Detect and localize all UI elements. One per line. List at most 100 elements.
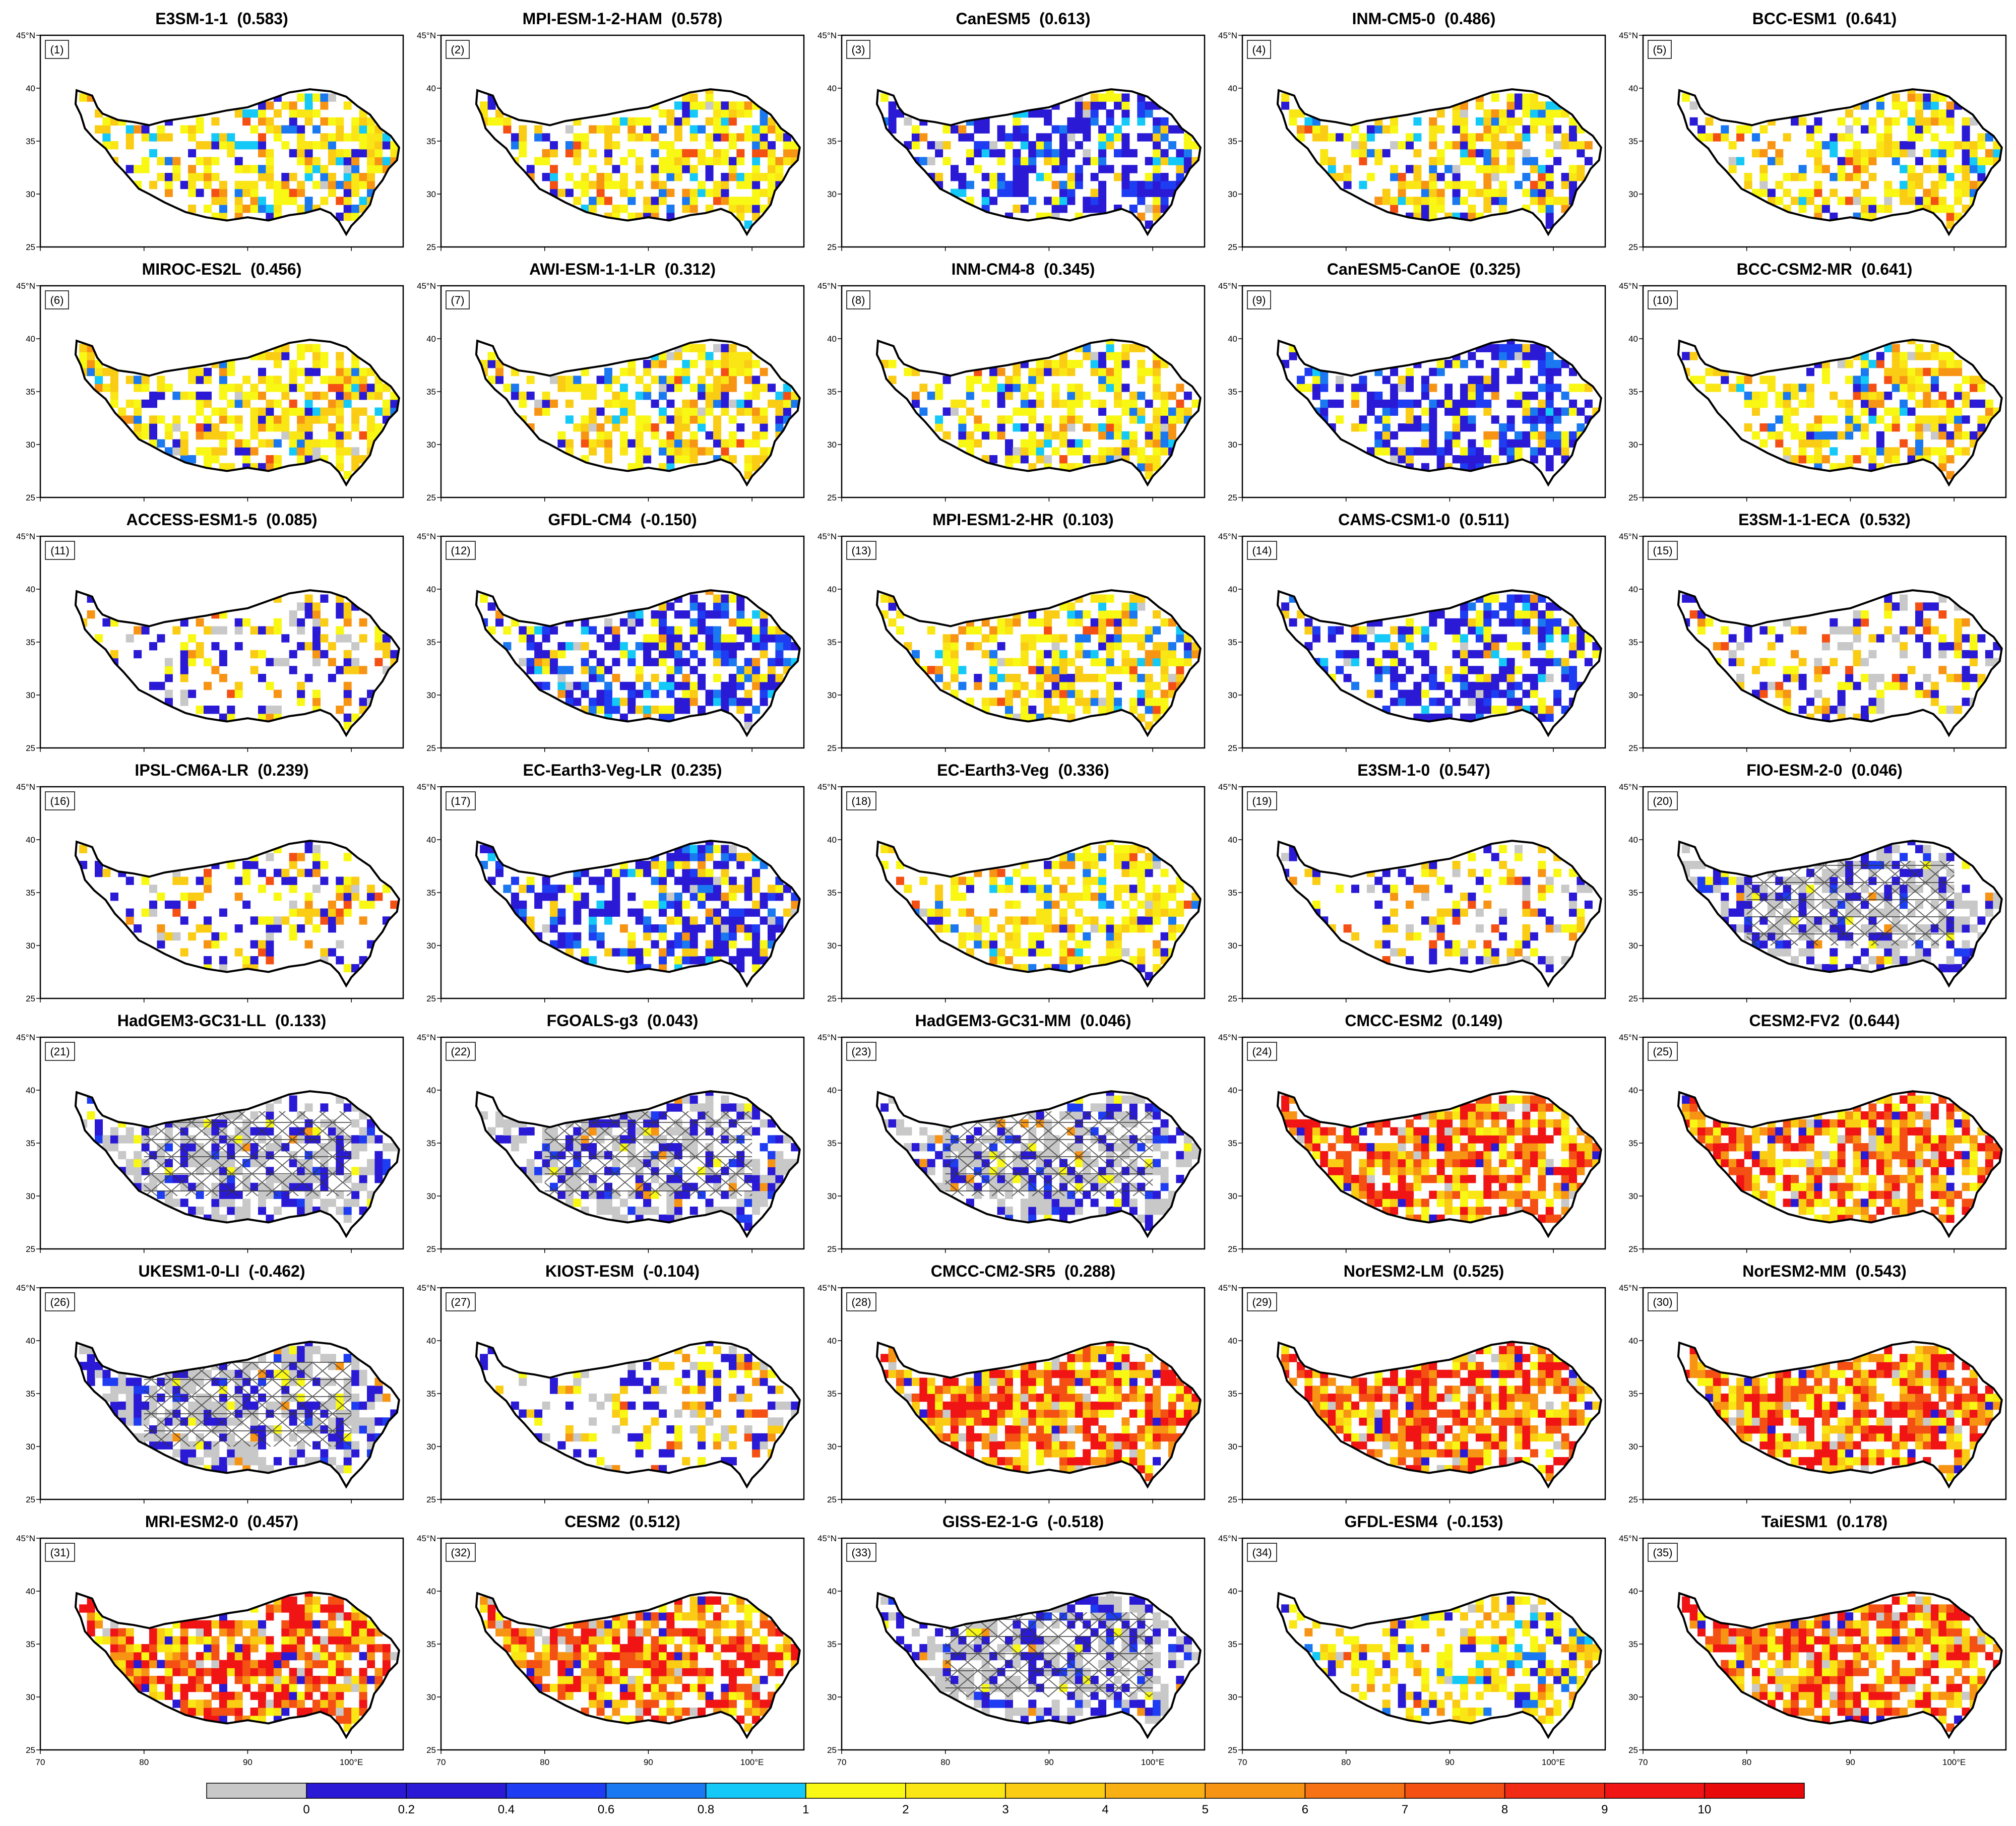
grid-cell	[1900, 650, 1908, 659]
grid-cell	[495, 375, 503, 384]
grid-cell	[1522, 399, 1531, 408]
grid-cell	[627, 868, 636, 877]
grid-cell	[1491, 706, 1499, 714]
grid-cell	[689, 594, 698, 603]
grid-cell	[180, 666, 188, 674]
grid-cell	[1083, 626, 1091, 635]
grid-cell	[204, 956, 212, 965]
grid-cell	[573, 876, 582, 885]
grid-cell	[1153, 360, 1161, 368]
grid-cell	[289, 375, 297, 384]
grid-cell	[689, 885, 698, 893]
grid-cell	[705, 610, 714, 619]
grid-cell	[266, 876, 274, 885]
grid-cell	[1938, 367, 1947, 376]
y-tick-label: 25	[26, 743, 35, 753]
grid-cell	[1129, 853, 1138, 861]
grid-cell	[149, 900, 157, 909]
panel-model-name: CanESM5	[956, 10, 1031, 28]
grid-cell	[557, 375, 566, 384]
grid-cell	[659, 610, 667, 619]
grid-cell	[351, 455, 360, 464]
grid-cell	[666, 384, 675, 392]
grid-cell	[1930, 681, 1939, 690]
panel-number: (18)	[851, 795, 871, 807]
grid-cell	[1429, 165, 1437, 173]
grid-cell	[997, 188, 1005, 197]
grid-cell	[1304, 626, 1313, 635]
grid-cell	[242, 868, 251, 877]
grid-cell	[1791, 431, 1799, 440]
grid-cell	[744, 626, 752, 635]
grid-cell	[659, 900, 667, 909]
grid-cell	[343, 197, 352, 205]
grid-cell	[172, 900, 181, 909]
grid-cell	[635, 610, 644, 619]
grid-cell	[149, 149, 157, 158]
panel-model-name: BCC-ESM1	[1752, 10, 1837, 28]
grid-cell	[511, 133, 519, 142]
grid-cell	[519, 885, 527, 893]
grid-cell	[1868, 447, 1877, 456]
grid-cell	[1791, 392, 1799, 400]
grid-cell	[1336, 626, 1344, 635]
grid-cell	[1900, 626, 1908, 635]
grid-cell	[304, 367, 313, 376]
panel-number: (2)	[451, 43, 465, 56]
grid-cell	[1413, 650, 1422, 659]
grid-cell	[1121, 173, 1130, 181]
grid-cell	[1853, 634, 1861, 643]
grid-cell	[728, 681, 737, 690]
grid-cell	[172, 423, 181, 432]
grid-cell	[1406, 375, 1414, 384]
grid-cell	[1930, 431, 1939, 440]
grid-cell	[367, 415, 375, 424]
grid-cell	[542, 399, 550, 408]
grid-cell	[1538, 431, 1546, 440]
grid-cell	[336, 463, 344, 472]
grid-cell	[219, 415, 227, 424]
grid-cell	[1359, 423, 1367, 432]
grid-cell	[1876, 399, 1884, 408]
grid-cell	[1491, 117, 1499, 126]
grid-cell	[164, 180, 173, 190]
grid-cell	[242, 956, 251, 965]
grid-cell	[297, 93, 305, 102]
grid-cell	[698, 845, 706, 853]
grid-cell	[744, 908, 752, 917]
grid-cell	[974, 149, 982, 158]
grid-cell	[951, 924, 959, 933]
grid-cell	[1530, 344, 1538, 352]
grid-cell	[495, 117, 503, 126]
grid-cell	[705, 876, 714, 885]
grid-cell	[312, 352, 321, 360]
grid-cell	[141, 125, 150, 134]
grid-cell	[304, 447, 313, 456]
grid-cell	[651, 133, 659, 142]
grid-cell	[328, 900, 336, 909]
grid-cell	[1075, 893, 1083, 901]
grid-cell	[1090, 93, 1099, 102]
grid-cell	[744, 399, 752, 408]
grid-cell	[1468, 602, 1476, 611]
grid-cell	[1468, 205, 1476, 213]
grid-cell	[659, 681, 667, 690]
grid-cell	[289, 900, 297, 909]
grid-cell	[336, 367, 344, 376]
grid-cell	[281, 634, 290, 643]
grid-cell	[242, 399, 251, 408]
grid-cell	[1413, 180, 1422, 190]
grid-cell	[180, 392, 188, 400]
grid-cell	[1429, 197, 1437, 205]
grid-cell	[1946, 642, 1955, 651]
grid-cell	[651, 689, 659, 698]
grid-cell	[1114, 399, 1122, 408]
grid-cell	[1561, 173, 1569, 181]
grid-cell	[1475, 133, 1484, 142]
grid-cell	[698, 956, 706, 965]
y-tick-label: 25	[1228, 493, 1237, 502]
grid-cell	[1876, 360, 1884, 368]
grid-cell	[1044, 666, 1052, 674]
grid-cell	[1183, 658, 1192, 666]
grid-cell	[1923, 101, 1931, 110]
